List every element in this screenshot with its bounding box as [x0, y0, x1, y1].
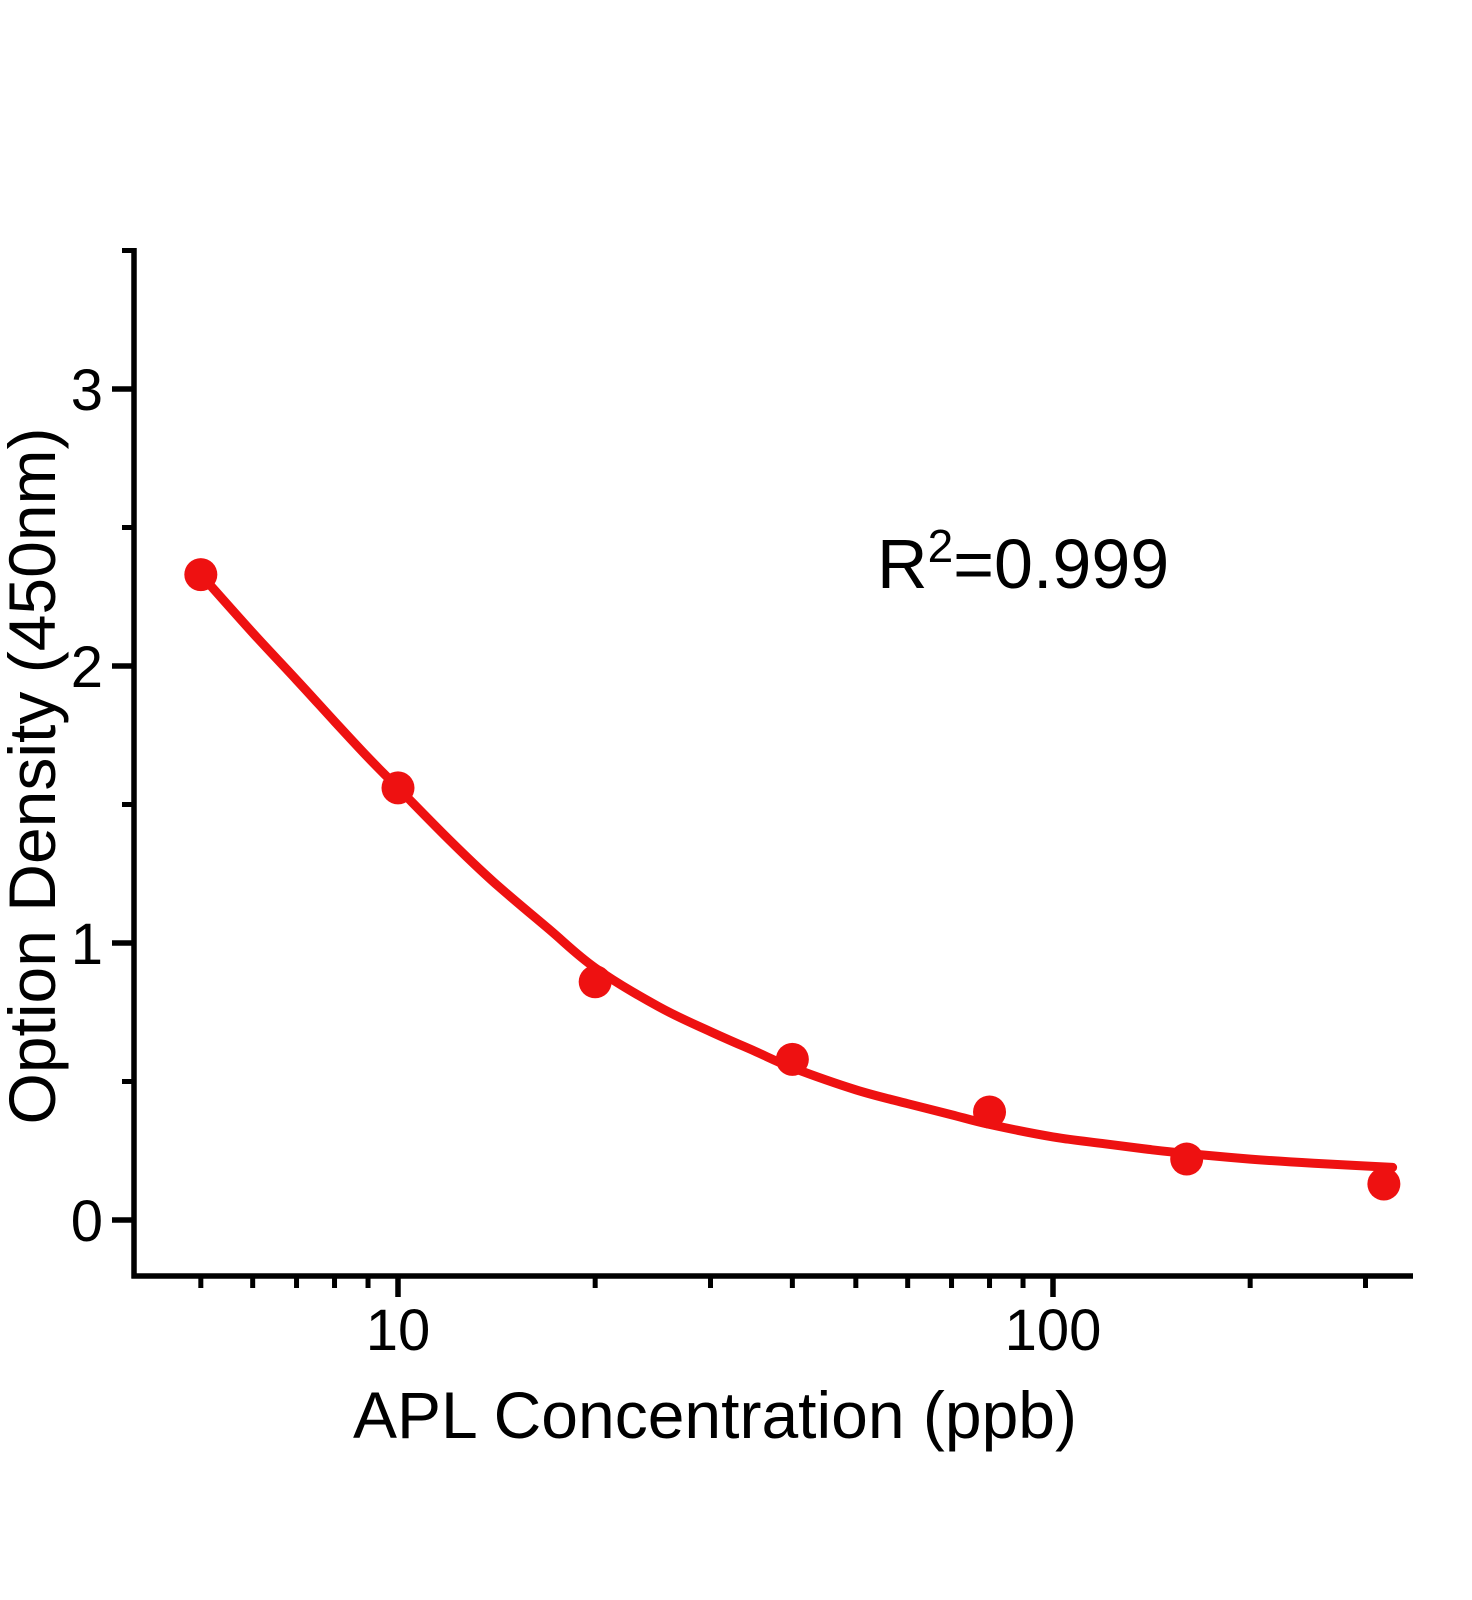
y-minor-ticks — [122, 248, 134, 1084]
data-point — [381, 771, 415, 805]
y-axis-title: Option Density (450nm) — [0, 428, 69, 1125]
data-point — [184, 558, 218, 592]
data-point — [775, 1042, 809, 1076]
y-tick-label-2: 2 — [71, 635, 103, 700]
data-points-group — [184, 558, 1401, 1201]
fit-curve-group — [196, 570, 1398, 1172]
x-axis-title: APL Concentration (ppb) — [353, 1378, 1077, 1452]
x-tick-label-100: 100 — [1005, 1298, 1102, 1363]
r-squared-exponent: 2 — [928, 520, 954, 572]
x-major-ticks — [395, 1276, 1056, 1297]
x-minor-ticks — [198, 1276, 1369, 1288]
r-squared-annotation: R2=0.999 — [877, 520, 1169, 603]
y-tick-label-1: 1 — [71, 912, 103, 977]
y-tick-label-3: 3 — [71, 358, 103, 423]
y-tick-label-0: 0 — [71, 1189, 103, 1254]
r-squared-value: =0.999 — [953, 525, 1169, 603]
data-point — [578, 965, 612, 999]
y-major-ticks — [112, 386, 134, 1223]
fit-curve — [196, 570, 1398, 1172]
r-squared-base: R — [877, 525, 928, 603]
x-tick-label-10: 10 — [366, 1298, 431, 1363]
data-point — [1367, 1167, 1401, 1201]
data-point — [973, 1095, 1007, 1129]
data-point — [1170, 1142, 1204, 1176]
